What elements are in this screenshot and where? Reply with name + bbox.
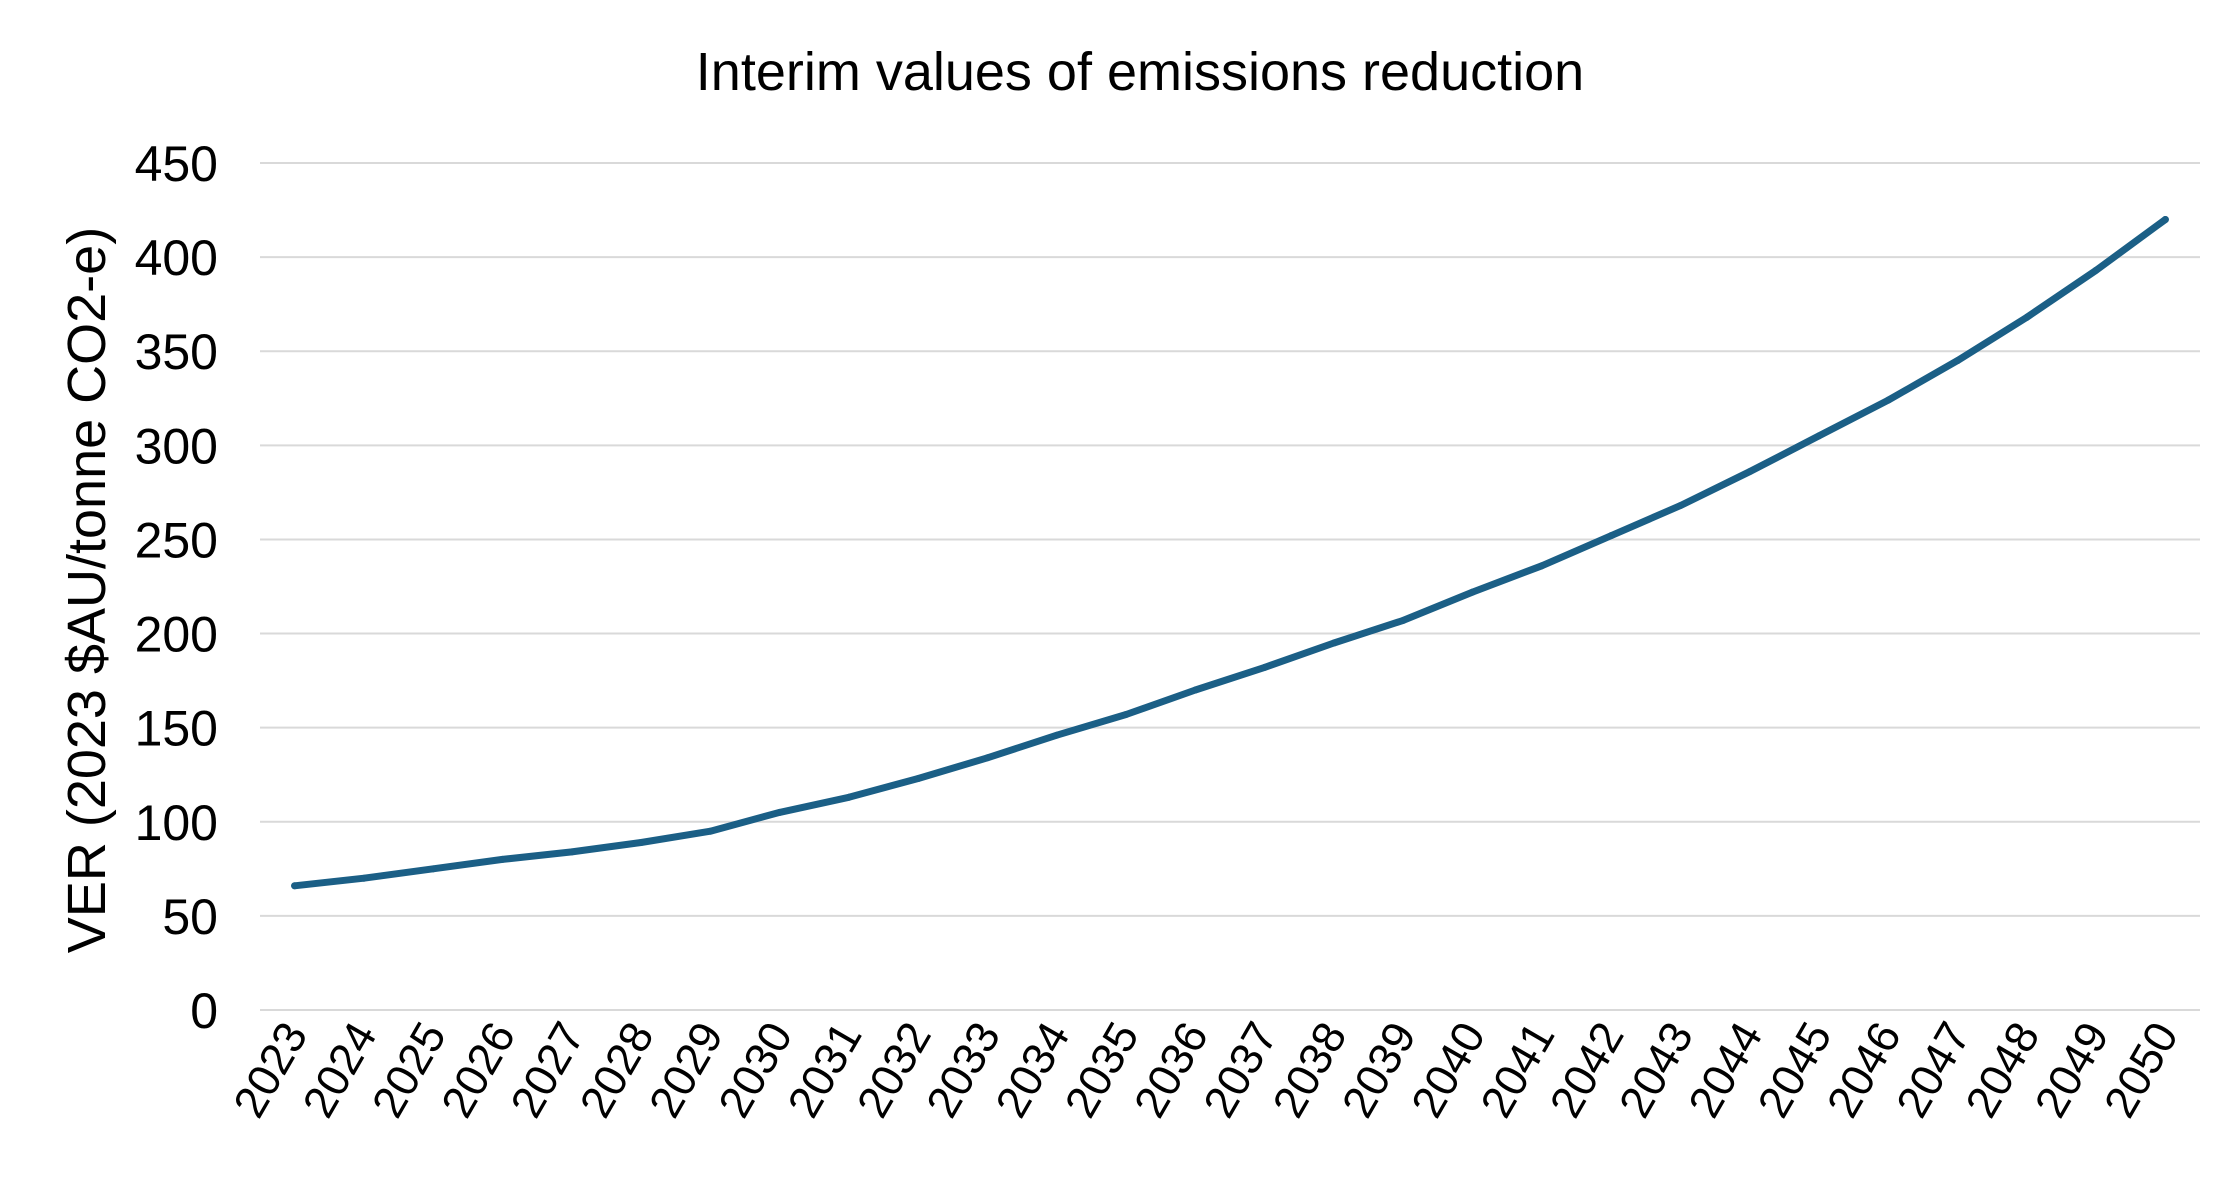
y-tick-label: 300 <box>135 418 218 474</box>
x-tick-label: 2035 <box>1055 1014 1149 1126</box>
y-tick-label: 150 <box>135 701 218 757</box>
x-tick-label: 2029 <box>639 1014 733 1126</box>
data-point <box>1815 432 1823 440</box>
x-tick-label: 2040 <box>1401 1014 1495 1126</box>
x-tick-label: 2043 <box>1609 1014 1703 1126</box>
data-point <box>291 882 299 890</box>
chart-title: Interim values of emissions reduction <box>696 42 1584 102</box>
x-tick-label: 2050 <box>2094 1014 2188 1126</box>
data-point <box>1676 502 1684 510</box>
x-tick-label: 2031 <box>777 1014 871 1126</box>
x-tick-label: 2046 <box>1817 1014 1911 1126</box>
data-point <box>360 874 368 882</box>
data-point <box>1538 562 1546 570</box>
y-tick-label: 0 <box>190 983 218 1039</box>
x-tick-label: 2028 <box>570 1014 664 1126</box>
x-tick-labels: 2023202420252026202720282029203020312032… <box>223 1014 2188 1126</box>
x-tick-label: 2030 <box>708 1014 802 1126</box>
data-point <box>914 774 922 782</box>
data-point <box>637 838 645 846</box>
y-tick-label: 50 <box>162 889 218 945</box>
x-tick-label: 2023 <box>223 1014 317 1126</box>
data-point <box>1191 686 1199 694</box>
data-point <box>1607 532 1615 540</box>
data-point <box>845 793 853 801</box>
data-point <box>1330 639 1338 647</box>
data-point <box>1399 616 1407 624</box>
x-tick-label: 2024 <box>292 1014 386 1126</box>
data-point <box>984 754 991 762</box>
y-tick-label: 450 <box>135 136 218 192</box>
data-point <box>1746 468 1754 476</box>
data-point <box>1261 663 1269 671</box>
x-tick-label: 2047 <box>1886 1014 1980 1126</box>
y-tick-label: 250 <box>135 512 218 568</box>
x-tick-label: 2034 <box>985 1014 1079 1126</box>
x-tick-label: 2026 <box>431 1014 525 1126</box>
x-tick-label: 2049 <box>2025 1014 2119 1126</box>
data-point <box>1884 396 1892 404</box>
data-point <box>1469 588 1476 596</box>
x-tick-label: 2027 <box>500 1014 594 1126</box>
series-line <box>291 216 2169 890</box>
data-point <box>2092 266 2100 274</box>
x-tick-label: 2045 <box>1747 1014 1841 1126</box>
y-axis-label: VER (2023 $AU/tonne CO2-e) <box>57 227 117 953</box>
x-tick-label: 2037 <box>1193 1014 1287 1126</box>
x-tick-label: 2033 <box>916 1014 1010 1126</box>
y-tick-label: 100 <box>135 795 218 851</box>
data-point <box>429 865 437 873</box>
x-tick-label: 2039 <box>1332 1014 1426 1126</box>
x-tick-label: 2032 <box>847 1014 941 1126</box>
data-point <box>1122 710 1130 718</box>
x-tick-label: 2048 <box>1955 1014 2049 1126</box>
data-point <box>2161 215 2169 223</box>
data-point <box>2023 313 2031 321</box>
y-tick-label: 350 <box>135 324 218 380</box>
data-point <box>776 808 784 816</box>
x-tick-label: 2042 <box>1540 1014 1634 1126</box>
data-point <box>1053 731 1061 739</box>
gridlines <box>260 162 2200 1011</box>
series-layer <box>291 215 2169 890</box>
y-tick-label: 400 <box>135 230 218 286</box>
x-tick-label: 2025 <box>362 1014 456 1126</box>
data-point <box>499 855 506 863</box>
x-tick-label: 2044 <box>1678 1014 1772 1126</box>
y-tick-labels: 0 50 100 150 200 250 300 350 400 450 <box>135 136 218 1039</box>
x-tick-label: 2041 <box>1470 1014 1564 1126</box>
x-tick-label: 2036 <box>1124 1014 1218 1126</box>
data-point <box>706 827 714 835</box>
y-tick-label: 200 <box>135 607 218 663</box>
data-point <box>1954 357 1961 365</box>
x-tick-label: 2038 <box>1262 1014 1356 1126</box>
data-point <box>568 848 576 856</box>
